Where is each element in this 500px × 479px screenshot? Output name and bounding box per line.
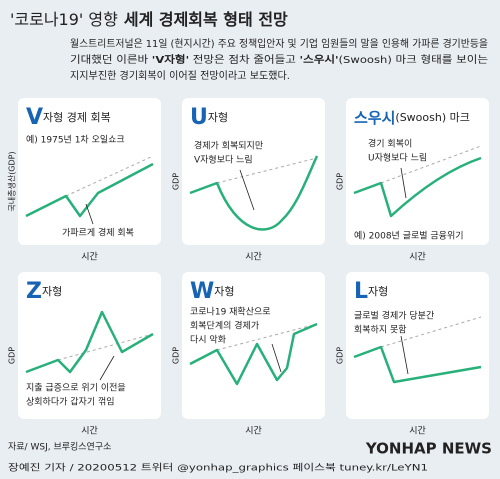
- example-note: 예) 1975년 1차 오일쇼크: [26, 134, 125, 146]
- panel-letter: 스우시: [354, 109, 395, 127]
- panel-letter: W: [190, 279, 214, 304]
- panel-title-text: 자형: [214, 285, 234, 298]
- x-axis-label: 시간: [245, 426, 262, 437]
- gdp-curve: [25, 162, 154, 218]
- panel-title-text: 자형: [368, 285, 388, 298]
- panel-card: [182, 272, 325, 419]
- gdp-curve: [189, 322, 318, 386]
- panel-title: 스우시(Swoosh) 마크: [354, 109, 470, 127]
- callout-arrow: [85, 203, 94, 225]
- callout-text: 상회하다가 갑자기 꺾임: [26, 396, 115, 408]
- description-segment: 지지부진한 경기회복이 이어질 전망이라고 보도했다.: [70, 69, 290, 82]
- x-axis-label: 시간: [409, 252, 426, 263]
- callout-text: 다시 악화: [190, 334, 226, 346]
- panel-letter: L: [354, 279, 368, 304]
- callout-text: V자형보다 느림: [194, 154, 253, 166]
- description-line: 지지부진한 경기회복이 이어질 전망이라고 보도했다.: [70, 69, 290, 82]
- callout-text: 가파르게 경제 회복: [62, 227, 134, 239]
- callout-text: 글로벌 경제가 당분간: [354, 310, 434, 322]
- panel-title: L자형: [354, 279, 388, 304]
- callout-arrow: [239, 169, 255, 211]
- panel-title-text: 자형: [208, 111, 228, 124]
- callout-arrow: [400, 167, 407, 199]
- trend-line: [57, 333, 154, 361]
- x-axis-label: 시간: [409, 426, 426, 437]
- callout-text: 경제가 회복되지만: [194, 140, 263, 152]
- callout-arrow: [271, 343, 282, 373]
- trend-line: [216, 323, 318, 351]
- panel-card: [182, 98, 325, 245]
- callout-arrow: [400, 335, 409, 375]
- callout-text: 지출 급증으로 위기 이전을: [26, 383, 126, 394]
- callout-text: 경기 회복이: [368, 138, 412, 150]
- panel-title: W자형: [190, 279, 235, 304]
- example-note: 예) 2008년 글로벌 금융위기: [354, 231, 464, 242]
- x-axis-label: 시간: [81, 252, 98, 263]
- y-axis-label: GDP: [336, 173, 345, 190]
- panel-title: V자형 경제 회복: [26, 105, 111, 130]
- gdp-curve: [353, 156, 482, 218]
- credit: 장예진 기자 / 20200512 트위터 @yonhap_graphics 페…: [8, 463, 428, 474]
- y-axis-label: GDP: [172, 347, 181, 364]
- x-axis-label: 시간: [245, 252, 262, 263]
- description-segment: 'V자형': [152, 53, 189, 66]
- panel-title: Z자형: [26, 279, 62, 304]
- panel-card: [18, 272, 161, 419]
- panel-letter: U: [190, 105, 208, 130]
- y-axis-label: GDP: [172, 173, 181, 190]
- callout-text: 코로나19 재확산으로: [190, 306, 271, 318]
- gdp-curve: [353, 345, 482, 384]
- description-segment: (Swoosh) 마크 형태를 보이는: [339, 54, 488, 66]
- watermark: YONHAP NEWS: [365, 440, 492, 458]
- callout-text: U자형보다 느림: [368, 152, 427, 164]
- panel-title-text: 자형: [42, 285, 62, 298]
- y-axis-label: GDP: [8, 347, 17, 364]
- callout-arrow: [99, 355, 115, 381]
- description-segment: 전망은 점차 줄어들고: [189, 54, 299, 66]
- panel-letter: Z: [26, 279, 42, 304]
- panel-title-text: (Swoosh) 마크: [395, 111, 469, 124]
- y-axis-label: 국내총생산(GDP): [7, 151, 17, 211]
- panel-title: U자형: [190, 105, 228, 130]
- panel-title-text: 자형 경제 회복: [43, 111, 111, 124]
- title-bold: 세계 경제회복 형태 전망: [124, 10, 288, 29]
- description-line: 기대했던 이른바 'V자형' 전망은 점차 줄어들고 '스우시' (Swoosh)…: [70, 53, 488, 66]
- gdp-curve: [25, 310, 154, 374]
- description-line: 월스트리트저널은 11일 (현지시간) 주요 정책입안자 및 기업 임원들의 말…: [70, 37, 488, 50]
- panel-card: [346, 98, 489, 245]
- trend-line: [65, 155, 154, 197]
- title-light: '코로나19' 영향: [10, 10, 118, 29]
- description-segment: 기대했던 이른바: [70, 53, 152, 66]
- panel-card: [18, 98, 161, 245]
- source: 자료/ WSJ, 브루킹스연구소: [8, 441, 111, 453]
- panel-letter: V: [26, 105, 43, 130]
- description-segment: '스우시': [300, 54, 339, 66]
- y-axis-label: GDP: [336, 347, 345, 364]
- callout-text: 회복하지 못함: [354, 325, 407, 336]
- callout-text: 회복단계의 경제가: [190, 320, 259, 332]
- description-segment: 월스트리트저널은 11일 (현지시간) 주요 정책입안자 및 기업 임원들의 말…: [70, 37, 488, 50]
- title: '코로나19' 영향 세계 경제회복 형태 전망: [10, 10, 288, 29]
- x-axis-label: 시간: [81, 426, 98, 437]
- trend-line: [216, 157, 318, 184]
- panel-card: [346, 272, 489, 419]
- gdp-curve: [189, 155, 319, 231]
